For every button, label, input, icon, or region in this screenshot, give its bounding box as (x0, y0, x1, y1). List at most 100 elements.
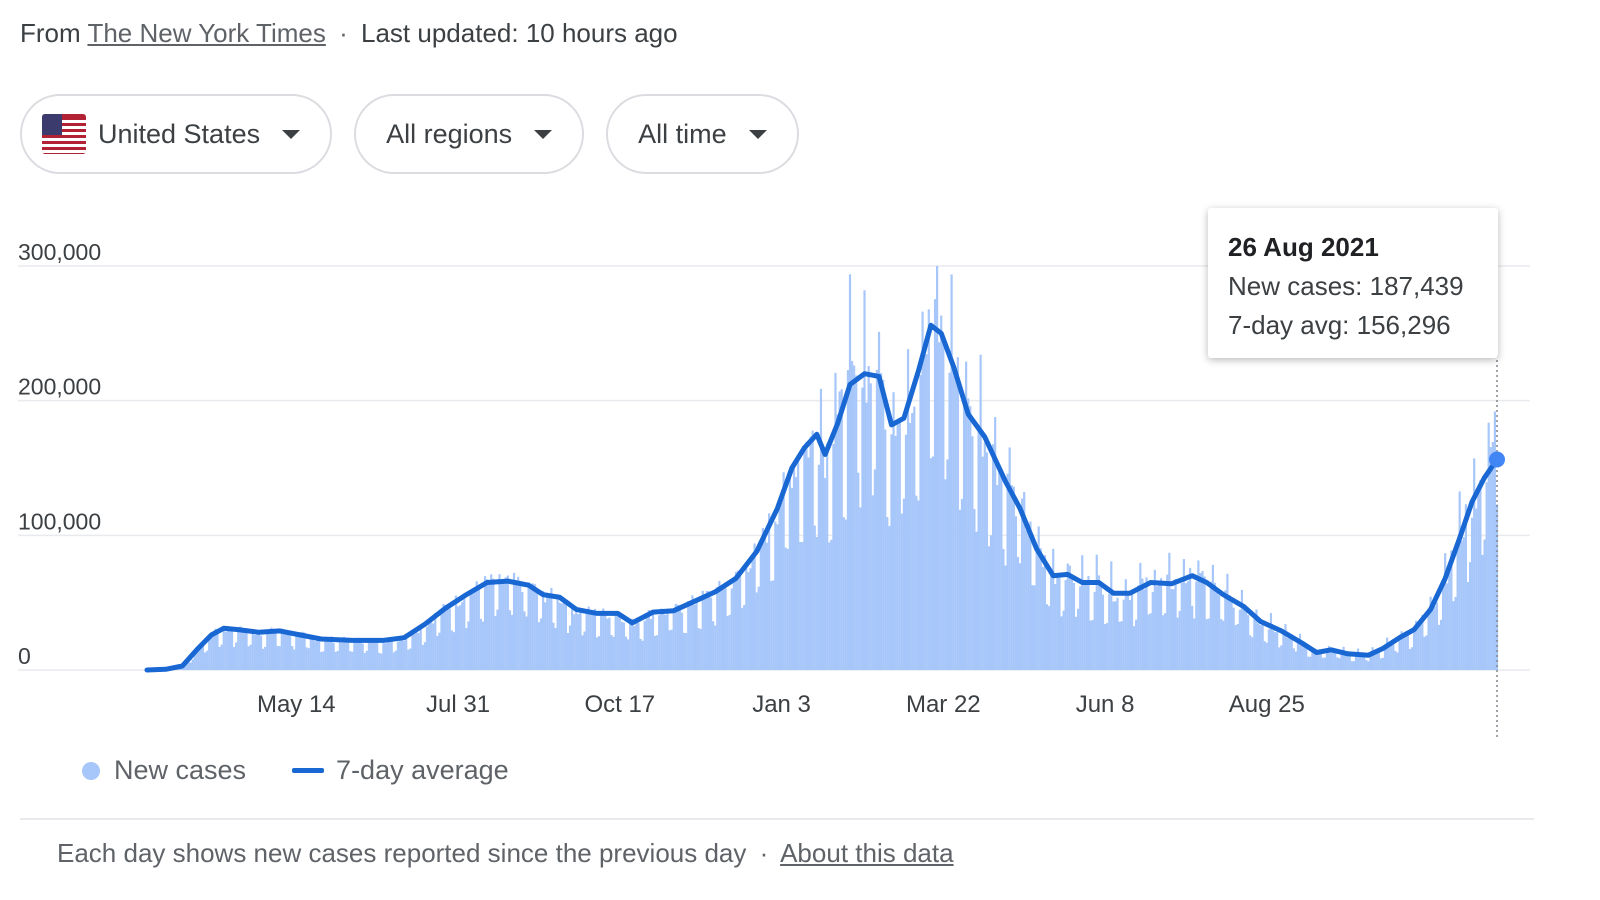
new-cases-bar (709, 597, 713, 670)
new-cases-bar (1089, 620, 1092, 670)
new-cases-bar (848, 274, 852, 670)
new-cases-bar (927, 309, 930, 670)
new-cases-bar (952, 371, 955, 670)
new-cases-bar (589, 610, 592, 670)
new-cases-bar (1402, 638, 1405, 670)
new-cases-bar (1385, 637, 1389, 670)
about-data-link[interactable]: About this data (780, 838, 954, 868)
new-cases-bar (492, 578, 495, 670)
country-dropdown[interactable]: United States (20, 94, 333, 174)
new-cases-bar (909, 423, 912, 670)
new-cases-bar (859, 507, 862, 670)
new-cases-bar (1311, 651, 1314, 670)
new-cases-bar (788, 472, 791, 670)
new-cases-bar (1097, 575, 1100, 670)
cases-chart[interactable]: 0 100,000 200,000 300,000 May 14 Jul 31 Oct 17… (0, 180, 1600, 760)
new-cases-bar (819, 388, 823, 670)
new-cases-bar (315, 639, 319, 670)
new-cases-bar (958, 509, 962, 670)
new-cases-bar (430, 620, 433, 670)
new-cases-bar (977, 430, 980, 670)
new-cases-bar (1485, 482, 1488, 670)
new-cases-bar (409, 648, 412, 670)
legend-average-swatch (292, 768, 325, 773)
new-cases-bar (1244, 610, 1248, 670)
new-cases-bar (369, 639, 373, 670)
new-cases-bar (376, 638, 379, 670)
new-cases-bar (274, 631, 277, 670)
new-cases-bar (602, 608, 605, 670)
new-cases-bar (1087, 575, 1090, 670)
new-cases-bar (645, 612, 648, 670)
new-cases-bar (1377, 649, 1380, 670)
new-cases-bar (1184, 583, 1188, 670)
new-cases-bar (877, 331, 881, 670)
new-cases-bar (1361, 655, 1364, 670)
new-cases-bar (1290, 634, 1293, 670)
new-cases-bar (191, 659, 194, 670)
new-cases-bar (741, 607, 744, 670)
new-cases-bar (1296, 640, 1300, 670)
new-cases-bar (799, 542, 802, 670)
new-cases-bar (249, 644, 252, 670)
y-tick-label: 0 (18, 643, 31, 669)
country-label: United States (98, 118, 261, 149)
new-cases-bar (1313, 648, 1316, 670)
new-cases-bar (303, 632, 306, 670)
new-cases-bar (264, 646, 267, 670)
source-line: From The New York Times · Last updated: … (20, 18, 678, 49)
new-cases-bar (890, 434, 893, 670)
new-cases-bar (678, 609, 682, 670)
new-cases-bar (510, 614, 514, 670)
new-cases-bar (989, 535, 993, 670)
new-cases-bar (1025, 529, 1028, 670)
new-cases-bar (214, 628, 217, 670)
region-dropdown[interactable]: All regions (354, 94, 585, 174)
new-cases-bar (473, 589, 476, 670)
new-cases-bar (309, 635, 312, 670)
new-cases-bar (1122, 599, 1125, 670)
new-cases-bar (210, 636, 213, 670)
new-cases-bar (1170, 588, 1173, 670)
new-cases-bar (962, 405, 966, 670)
tooltip-average: 7-day avg: 156,296 (1228, 310, 1451, 340)
new-cases-bar (1350, 661, 1353, 670)
average-line (144, 322, 1500, 673)
new-cases-bar (1417, 626, 1420, 670)
new-cases-bar (757, 586, 760, 670)
new-cases-bar (444, 605, 447, 670)
new-cases-bar (1120, 621, 1123, 670)
new-cases-bar (1000, 475, 1003, 670)
new-cases-bar (1182, 559, 1185, 670)
new-cases-bar (861, 387, 864, 670)
new-cases-bar (1462, 537, 1465, 670)
new-cases-bar (554, 627, 557, 670)
new-cases-bar (1394, 650, 1397, 670)
new-cases-bar (656, 635, 659, 670)
new-cases-bar (593, 608, 597, 670)
new-cases-bar (237, 631, 240, 670)
new-cases-bar (278, 646, 281, 670)
new-cases-bar (1396, 652, 1399, 670)
new-cases-bar (606, 618, 609, 670)
new-cases-bar (828, 542, 831, 670)
new-cases-bar (904, 434, 908, 670)
new-cases-bar (653, 635, 657, 670)
new-cases-bar (900, 513, 903, 670)
new-cases-bar (1085, 584, 1088, 670)
new-cases-bar (1211, 564, 1214, 670)
time-range-dropdown[interactable]: All time (606, 94, 799, 174)
source-link[interactable]: The New York Times (87, 18, 326, 48)
new-cases-bar (527, 582, 530, 670)
new-cases-bar (413, 634, 416, 670)
new-cases-bar (755, 592, 758, 670)
new-cases-bar (417, 632, 420, 670)
new-cases-bar (560, 603, 563, 670)
new-cases-bar (241, 630, 244, 670)
new-cases-bar (730, 588, 733, 670)
source-prefix: From (20, 18, 81, 48)
new-cases-bar (1201, 571, 1204, 670)
new-cases-bar (842, 517, 845, 670)
new-cases-bar (548, 596, 551, 670)
new-cases-bar (320, 651, 323, 670)
